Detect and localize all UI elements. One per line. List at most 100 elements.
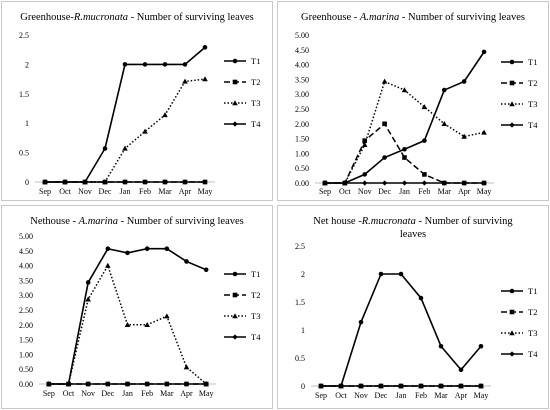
data-point xyxy=(418,295,424,301)
x-tick-label: Feb xyxy=(418,187,430,196)
legend-entry: T4 xyxy=(224,332,261,342)
legend-label: T2 xyxy=(528,78,537,88)
data-point xyxy=(202,179,208,185)
series-T1 xyxy=(46,246,209,387)
data-point xyxy=(105,381,111,387)
legend-entry: T3 xyxy=(224,98,260,108)
y-tick-label: 1 xyxy=(301,326,305,335)
y-tick-label: 5.00 xyxy=(19,232,33,241)
legend-label: T3 xyxy=(528,328,537,338)
legend-label: T4 xyxy=(528,349,538,359)
x-tick-label: May xyxy=(199,389,214,398)
chart-title: Greenhouse - A.marina - Number of surviv… xyxy=(301,12,525,23)
data-point xyxy=(124,381,131,387)
data-point xyxy=(85,381,91,387)
x-tick-label: Feb xyxy=(415,391,427,400)
data-point xyxy=(42,179,48,185)
y-tick-label: 1 xyxy=(25,119,29,128)
y-tick-label: 0.50 xyxy=(295,164,309,173)
legend-entry: T3 xyxy=(501,328,537,338)
data-point xyxy=(422,172,427,177)
data-point xyxy=(382,155,387,160)
x-tick-label: Jan xyxy=(122,389,133,398)
y-tick-label: 4.50 xyxy=(19,247,33,256)
legend-marker xyxy=(232,334,238,340)
data-point xyxy=(378,271,384,277)
data-point xyxy=(358,383,364,389)
data-point xyxy=(164,246,170,252)
legend-marker xyxy=(509,309,515,315)
x-tick-label: Dec xyxy=(101,389,114,398)
y-tick-label: 3.50 xyxy=(19,276,33,285)
data-point xyxy=(461,79,467,84)
data-point xyxy=(361,142,368,148)
x-tick-label: Apr xyxy=(455,391,468,400)
data-point xyxy=(105,262,111,268)
legend-entry: T2 xyxy=(501,78,537,88)
data-point xyxy=(182,78,188,84)
legend-marker xyxy=(232,121,238,127)
x-tick-label: Oct xyxy=(59,187,71,196)
y-tick-label: 1.00 xyxy=(295,149,309,158)
y-tick-label: 3.50 xyxy=(295,75,309,84)
x-tick-label: Oct xyxy=(63,389,75,398)
legend-entry: T4 xyxy=(224,119,261,129)
series-T1 xyxy=(318,271,484,389)
y-tick-label: 4.50 xyxy=(295,46,309,55)
y-tick-label: 0.00 xyxy=(295,179,309,188)
y-tick-label: 2.00 xyxy=(295,120,309,129)
x-tick-label: Oct xyxy=(335,391,347,400)
data-point xyxy=(203,381,209,387)
x-tick-label: Apr xyxy=(180,389,193,398)
data-point xyxy=(398,383,404,389)
legend-marker xyxy=(509,80,515,86)
data-point xyxy=(478,383,484,389)
data-point xyxy=(381,78,388,84)
data-point xyxy=(402,146,407,152)
legend-entry: T4 xyxy=(501,349,538,359)
y-tick-label: 0.50 xyxy=(19,365,33,374)
legend-marker xyxy=(232,271,238,277)
data-point xyxy=(402,155,407,160)
legend-label: T3 xyxy=(528,99,537,109)
legend-label: T1 xyxy=(251,56,260,66)
series-line xyxy=(45,78,206,183)
legend-entry: T2 xyxy=(501,307,537,317)
legend-entry: T1 xyxy=(224,56,260,66)
y-tick-label: 2.00 xyxy=(19,321,33,330)
data-point xyxy=(338,383,344,389)
legend-marker xyxy=(232,100,238,106)
y-tick-label: 1.5 xyxy=(19,90,29,99)
data-point xyxy=(441,121,448,126)
data-point xyxy=(142,62,148,67)
data-point xyxy=(202,76,208,82)
y-tick-label: 0.5 xyxy=(295,354,305,363)
data-point xyxy=(458,383,464,389)
y-tick-label: 1.50 xyxy=(19,336,33,345)
data-point xyxy=(362,180,368,186)
legend-entry: T3 xyxy=(224,311,260,321)
data-point xyxy=(102,146,108,151)
data-point xyxy=(382,180,388,186)
data-point xyxy=(182,62,188,67)
data-point xyxy=(398,271,404,277)
series-line xyxy=(321,273,482,387)
data-point xyxy=(122,145,128,151)
legend-marker xyxy=(232,79,238,85)
x-tick-label: Sep xyxy=(315,391,327,400)
chart-title: Greenhouse-R.mucronata - Number of survi… xyxy=(20,12,254,23)
data-point xyxy=(362,138,368,143)
series-T2 xyxy=(322,121,487,186)
series-line xyxy=(324,80,485,184)
data-point xyxy=(362,172,368,177)
data-point xyxy=(401,87,408,93)
x-tick-label: Nov xyxy=(81,389,95,398)
data-point xyxy=(401,180,408,186)
y-tick-label: 2.50 xyxy=(19,306,33,315)
legend-entry: T1 xyxy=(501,286,537,296)
legend-marker xyxy=(509,122,515,128)
chart-greenhouse-rmucronata: 0 0.5 1 1.5 2 2.5 Sep Oct Nov Dec Jan Feb Mar Apr May T… xyxy=(1,1,273,201)
chart-nethouse-amarina: 0.00 0.50 1.00 1.50 2.00 2.50 3.00 3.50 4.00 4.50… xyxy=(1,205,273,409)
data-point xyxy=(62,179,68,185)
data-point xyxy=(125,250,130,256)
